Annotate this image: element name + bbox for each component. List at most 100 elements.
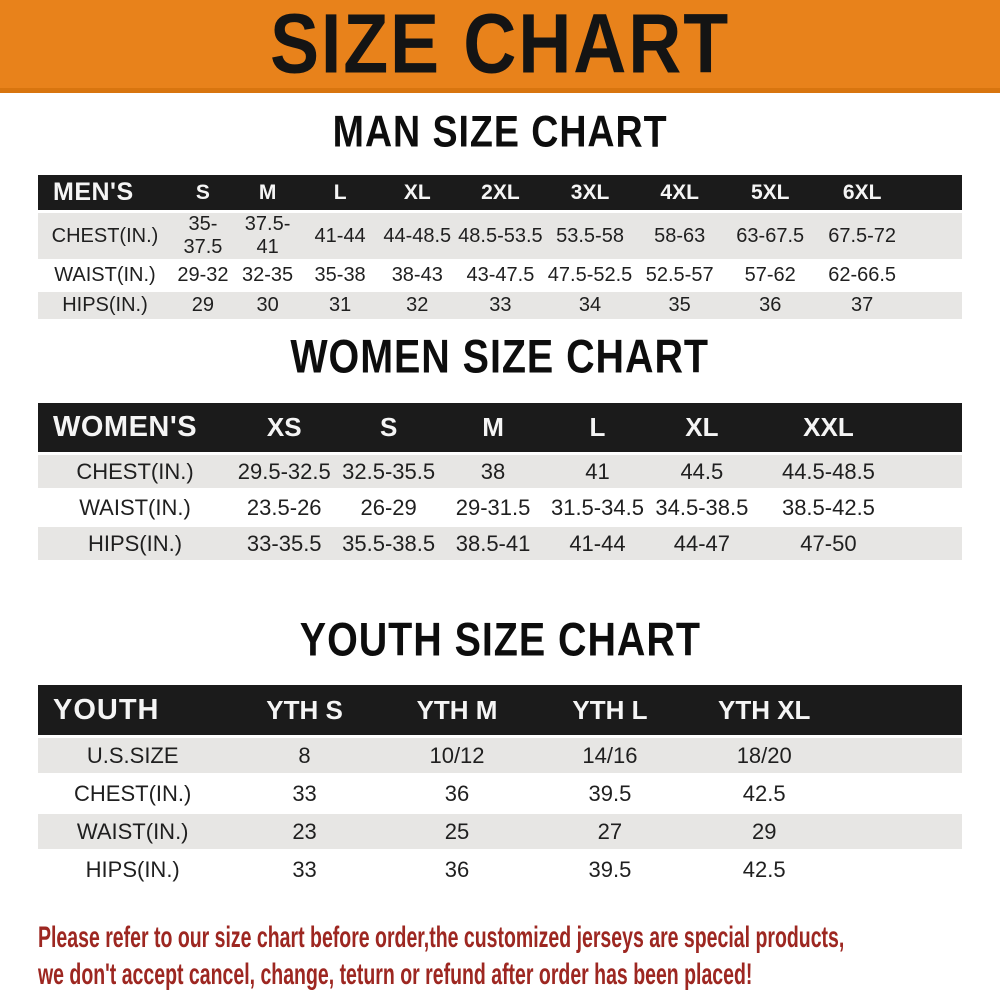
- value-cell: 33: [227, 776, 382, 811]
- size-column-header: XL: [378, 175, 456, 210]
- size-column-header: M: [233, 175, 302, 210]
- men-section-title-text: MAN SIZE CHART: [332, 107, 668, 157]
- row-filler: [908, 292, 962, 319]
- size-column-header: L: [301, 175, 379, 210]
- value-cell: 29.5-32.5: [232, 455, 337, 488]
- value-cell: 29-32: [171, 262, 234, 289]
- row-label-cell: HIPS(IN.): [38, 292, 172, 319]
- value-cell: 32: [378, 292, 456, 319]
- youth-section-title-text: YOUTH SIZE CHART: [299, 613, 701, 666]
- value-cell: 38.5-42.5: [754, 491, 903, 524]
- header-filler: [902, 403, 962, 452]
- size-column-header: XS: [232, 403, 337, 452]
- value-cell: 29: [171, 292, 234, 319]
- value-cell: 41: [545, 455, 650, 488]
- value-cell: 31: [301, 292, 379, 319]
- table-row: WAIST(IN.) 23.5-26 26-29 29-31.5 31.5-34.5 34…: [38, 491, 962, 524]
- row-filler: [908, 213, 962, 259]
- value-cell: 58-63: [634, 213, 725, 259]
- size-column-header: YTH S: [227, 685, 382, 735]
- size-column-header: XXL: [754, 403, 903, 452]
- row-filler: [840, 814, 962, 849]
- value-cell: 36: [381, 776, 533, 811]
- youth-section-title: YOUTH SIZE CHART: [0, 613, 1000, 666]
- value-cell: 14/16: [532, 738, 688, 773]
- size-column-header: 4XL: [634, 175, 725, 210]
- value-cell: 38: [440, 455, 546, 488]
- value-cell: 30: [233, 292, 302, 319]
- value-cell: 44-48.5: [378, 213, 456, 259]
- footer-note: Please refer to our size chart before or…: [38, 919, 998, 993]
- size-column-header: 2XL: [455, 175, 546, 210]
- value-cell: 29: [687, 814, 841, 849]
- value-cell: 35-37.5: [171, 213, 234, 259]
- table-title-cell: WOMEN'S: [38, 403, 233, 452]
- row-label-cell: WAIST(IN.): [38, 491, 233, 524]
- value-cell: 57-62: [724, 262, 816, 289]
- value-cell: 39.5: [532, 852, 688, 887]
- value-cell: 32.5-35.5: [336, 455, 441, 488]
- table-row: HIPS(IN.) 33-35.5 35.5-38.5 38.5-41 41-44 44-…: [38, 527, 962, 560]
- women-section-title: WOMEN SIZE CHART: [0, 330, 1000, 383]
- size-column-header: XL: [649, 403, 755, 452]
- value-cell: 53.5-58: [545, 213, 635, 259]
- row-filler: [840, 738, 962, 773]
- women-section-title-text: WOMEN SIZE CHART: [290, 330, 710, 383]
- value-cell: 35: [634, 292, 725, 319]
- men-section-title: MAN SIZE CHART: [0, 107, 1000, 157]
- value-cell: 48.5-53.5: [455, 213, 546, 259]
- header-row: WOMEN'S XS S M L XL XXL: [38, 403, 962, 452]
- value-cell: 37: [815, 292, 909, 319]
- row-filler: [840, 776, 962, 811]
- women-size-table: WOMEN'S XS S M L XL XXL CHEST(IN.) 29.5-32.5 32.5…: [38, 400, 962, 563]
- value-cell: 36: [724, 292, 816, 319]
- value-cell: 33-35.5: [232, 527, 337, 560]
- value-cell: 31.5-34.5: [545, 491, 650, 524]
- value-cell: 63-67.5: [724, 213, 816, 259]
- row-label-cell: HIPS(IN.): [38, 852, 228, 887]
- value-cell: 38.5-41: [440, 527, 546, 560]
- row-label-cell: U.S.SIZE: [38, 738, 228, 773]
- size-column-header: 3XL: [545, 175, 635, 210]
- row-label-cell: CHEST(IN.): [38, 213, 172, 259]
- value-cell: 47-50: [754, 527, 903, 560]
- value-cell: 34: [545, 292, 635, 319]
- table-title-cell: MEN'S: [38, 175, 172, 210]
- value-cell: 39.5: [532, 776, 688, 811]
- value-cell: 44-47: [649, 527, 755, 560]
- value-cell: 47.5-52.5: [545, 262, 635, 289]
- table-row: CHEST(IN.) 33 36 39.5 42.5: [38, 776, 962, 811]
- value-cell: 38-43: [378, 262, 456, 289]
- banner: SIZE CHART: [0, 0, 1000, 93]
- size-column-header: YTH L: [532, 685, 688, 735]
- value-cell: 37.5-41: [233, 213, 302, 259]
- value-cell: 32-35: [233, 262, 302, 289]
- row-label-cell: HIPS(IN.): [38, 527, 233, 560]
- header-filler: [908, 175, 962, 210]
- value-cell: 23.5-26: [232, 491, 337, 524]
- value-cell: 18/20: [687, 738, 841, 773]
- value-cell: 8: [227, 738, 382, 773]
- value-cell: 23: [227, 814, 382, 849]
- size-column-header: 6XL: [815, 175, 909, 210]
- table-row: WAIST(IN.) 23 25 27 29: [38, 814, 962, 849]
- size-column-header: YTH XL: [687, 685, 841, 735]
- size-column-header: S: [171, 175, 234, 210]
- value-cell: 34.5-38.5: [649, 491, 755, 524]
- table-row: HIPS(IN.) 33 36 39.5 42.5: [38, 852, 962, 887]
- size-column-header: 5XL: [724, 175, 816, 210]
- value-cell: 26-29: [336, 491, 441, 524]
- value-cell: 44.5-48.5: [754, 455, 903, 488]
- size-column-header: L: [545, 403, 650, 452]
- value-cell: 62-66.5: [815, 262, 909, 289]
- header-row: MEN'S S M L XL 2XL 3XL 4XL 5XL 6XL: [38, 175, 962, 210]
- table-row: U.S.SIZE 8 10/12 14/16 18/20: [38, 738, 962, 773]
- value-cell: 29-31.5: [440, 491, 546, 524]
- value-cell: 67.5-72: [815, 213, 909, 259]
- value-cell: 44.5: [649, 455, 755, 488]
- header-row: YOUTH YTH S YTH M YTH L YTH XL: [38, 685, 962, 735]
- youth-size-table: YOUTH YTH S YTH M YTH L YTH XL U.S.SIZE 8 10/12…: [38, 682, 962, 890]
- row-label-cell: CHEST(IN.): [38, 776, 228, 811]
- men-size-table: MEN'S S M L XL 2XL 3XL 4XL 5XL 6XL CHEST(IN.) 35-37…: [38, 172, 962, 322]
- footer-note-line2: we don't accept cancel, change, teturn o…: [38, 958, 753, 991]
